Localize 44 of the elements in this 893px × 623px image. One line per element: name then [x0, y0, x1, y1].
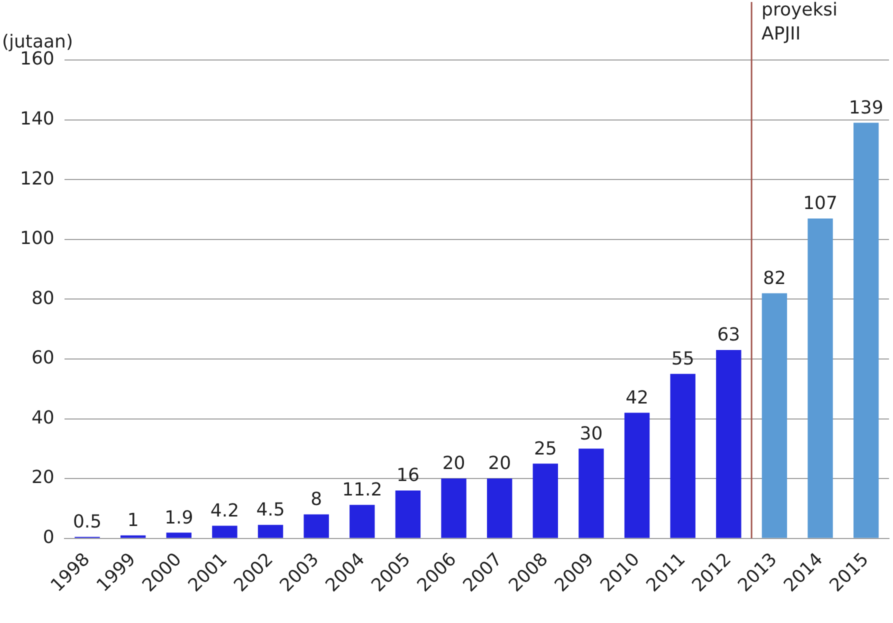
y-tick-label: 100: [20, 228, 54, 250]
bar: [578, 448, 604, 538]
bar: [258, 524, 284, 538]
data-label: 1.9: [164, 507, 194, 528]
bar: [212, 526, 238, 538]
bar: [304, 514, 329, 538]
data-label: 30: [580, 423, 603, 444]
data-label: 82: [763, 268, 786, 289]
data-label: 42: [626, 387, 648, 408]
y-tick-label: 20: [31, 467, 54, 488]
data-label: 55: [671, 348, 694, 370]
data-label: 1: [127, 510, 139, 532]
ref-line-label: proyeksi APJII: [762, 0, 838, 45]
data-label: 20: [442, 453, 466, 474]
data-label: 107: [803, 193, 838, 214]
data-label: 0.5: [72, 512, 102, 533]
bar: [395, 490, 421, 538]
bar: [120, 535, 146, 538]
data-label: 4.2: [210, 500, 240, 522]
data-label: 20: [488, 453, 512, 474]
y-tick-label: 80: [31, 288, 54, 309]
y-tick-label: 40: [31, 407, 54, 428]
data-label: 8: [310, 489, 322, 510]
bar: [350, 504, 375, 538]
bar: [532, 464, 558, 538]
data-label: 11.2: [342, 480, 382, 501]
data-label: 25: [534, 438, 557, 460]
bar: [166, 532, 192, 538]
y-tick-label: 60: [31, 348, 54, 369]
data-label: 63: [717, 324, 740, 346]
data-label: 16: [396, 465, 420, 486]
data-label: 4.5: [256, 500, 285, 521]
bar: [624, 412, 650, 538]
bar: [762, 293, 788, 538]
y-tick-label: 140: [20, 108, 54, 130]
bar: [441, 478, 466, 538]
y-tick-label: 120: [20, 168, 54, 190]
bar: [670, 374, 696, 538]
bar: [486, 478, 512, 538]
y-tick-label: 0: [42, 527, 54, 548]
bar: [716, 350, 742, 538]
bar: [853, 122, 879, 538]
data-label: 139: [848, 97, 884, 118]
bar: [808, 218, 833, 538]
